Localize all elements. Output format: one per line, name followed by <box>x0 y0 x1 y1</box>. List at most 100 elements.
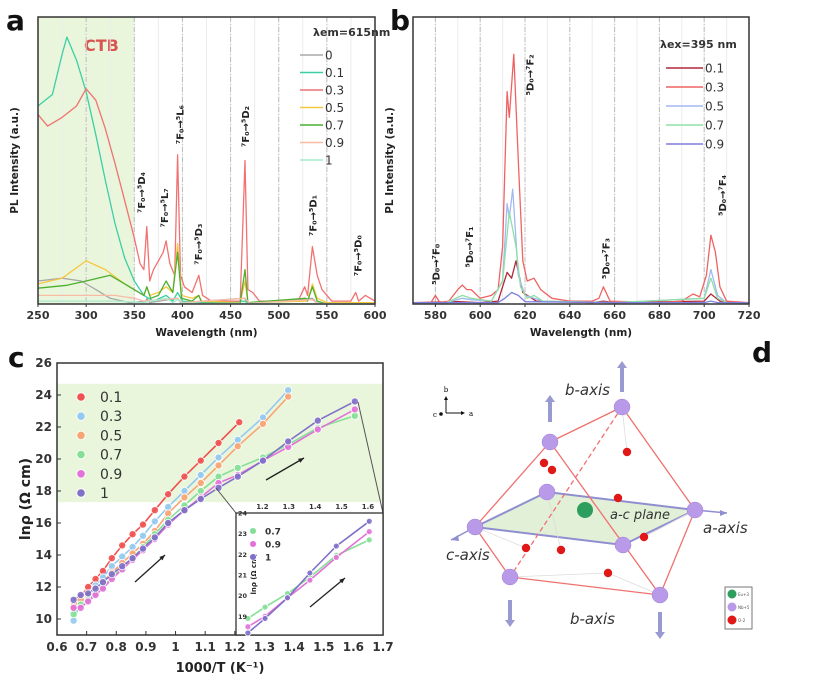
ctb-label: CTB <box>84 36 119 55</box>
x-tick-label: 0.7 <box>76 640 97 654</box>
x-axis-label: Wavelength (nm) <box>530 327 632 339</box>
inset-legend-marker-0.9 <box>249 540 257 548</box>
oxygen-atom <box>639 532 649 542</box>
series-line-0.3 <box>37 88 376 302</box>
legend-label: 0.9 <box>325 136 344 150</box>
transition-annotation: ⁷F₀→⁵L₆ <box>176 105 187 144</box>
chart-c: 0.6 0.7 0.8 0.9 1 1.1 1.2 1.3 1.4 1.5 1.6 1.7 10 12 14… <box>18 356 394 676</box>
y-tick-label: 10 <box>35 612 52 626</box>
inset-x-tick-label: 1.5 <box>335 503 348 511</box>
y-tick-label: 18 <box>35 484 52 498</box>
bond <box>643 509 696 538</box>
inset-y-tick-label: 20 <box>238 592 248 600</box>
x-tick-label: 350 <box>123 309 146 322</box>
series-line-0.9 <box>38 294 376 305</box>
x-tick-label: 550 <box>315 309 338 322</box>
y-axis-label: lnρ (Ω cm) <box>18 458 34 540</box>
y-axis-label: PL Intensity (a.u.) <box>9 107 21 214</box>
y-tick-label: 26 <box>35 356 52 370</box>
x-tick-label: 0.6 <box>46 640 67 654</box>
data-point-0.3 <box>214 453 223 462</box>
inset-point-1 <box>306 569 314 577</box>
data-point-0.1 <box>118 541 127 550</box>
transition-annotation: ⁷F₀→⁵D₁ <box>308 195 319 236</box>
element-legend-label: Nb+5 <box>738 605 750 610</box>
cell-edge <box>549 441 661 596</box>
cell-edge <box>659 509 696 596</box>
transition-annotation: ⁷F₀→⁵L₇ <box>160 188 171 227</box>
data-point-1 <box>138 544 147 553</box>
element-legend-marker <box>727 615 737 625</box>
inset-y-tick-label: 19 <box>238 613 248 621</box>
data-point-0.5 <box>284 392 293 401</box>
data-point-0.1 <box>214 438 223 447</box>
legend-label: 0 <box>325 49 333 63</box>
nb-atom <box>501 568 519 586</box>
x-tick-label: 600 <box>364 309 387 322</box>
cell-edge <box>621 406 696 511</box>
transition-annotation: ⁵D₀→⁷F₀ <box>431 244 442 285</box>
arrow-head <box>298 458 304 463</box>
data-point-1 <box>107 570 116 579</box>
x-axis-label: 1000/T (K⁻¹) <box>176 661 265 676</box>
inset-point-1 <box>332 542 340 550</box>
data-point-1 <box>150 533 159 542</box>
element-legend-marker <box>727 589 737 599</box>
x-tick-label: 680 <box>648 309 671 322</box>
orientation-label-c: c <box>433 411 437 419</box>
inset-point-0.7 <box>261 603 269 611</box>
legend-label: 0.9 <box>100 467 122 483</box>
legend-label: 0.3 <box>325 84 344 98</box>
nb-atom <box>614 536 632 554</box>
legend-label: 0.3 <box>100 409 122 425</box>
series-line-0.9 <box>413 291 749 304</box>
orientation-label-b: b <box>444 386 449 394</box>
legend-marker-0.9 <box>76 469 86 479</box>
data-point-1 <box>118 562 127 571</box>
legend-label: 0.5 <box>100 428 122 444</box>
data-point-0.3 <box>196 470 205 479</box>
nb-atom <box>541 433 559 451</box>
data-point-1 <box>214 483 223 492</box>
oxygen-atom <box>521 543 531 553</box>
arrow-head <box>655 632 665 639</box>
data-point-0.9 <box>76 603 85 612</box>
x-tick-label: 1.6 <box>343 640 364 654</box>
data-point-1 <box>76 591 85 600</box>
inset-y-tick-label: 23 <box>238 530 247 538</box>
y-tick-label: 14 <box>35 548 52 562</box>
arrow-head <box>444 396 448 400</box>
transition-annotation: ⁷F₀→⁵D₀ <box>354 235 365 276</box>
arrow-head <box>461 411 465 415</box>
y-tick-label: 12 <box>35 580 52 594</box>
data-point-0.5 <box>214 461 223 470</box>
data-point-1 <box>313 416 322 425</box>
x-tick-label: 400 <box>171 309 194 322</box>
series-line-0.5 <box>413 188 749 304</box>
c-axis-arrowhead <box>451 535 459 541</box>
trend-arrow <box>134 554 166 583</box>
inset-point-0.9 <box>244 623 252 631</box>
inset-point-0.7 <box>365 536 373 544</box>
trend-arrow <box>265 457 305 481</box>
x-tick-label: 1 <box>171 640 179 654</box>
inset-x-tick-label: 1.4 <box>309 503 322 511</box>
data-point-1 <box>258 456 267 465</box>
inset-legend-label: 0.7 <box>265 528 281 538</box>
data-point-1 <box>128 554 137 563</box>
inset-point-0.9 <box>365 528 373 536</box>
legend-label: 0.7 <box>100 448 122 464</box>
transition-annotation: ⁷F₀→⁵D₃ <box>194 224 205 265</box>
y-tick-label: 24 <box>35 388 52 402</box>
element-legend-marker <box>727 602 737 612</box>
legend-label: 0.5 <box>705 100 724 114</box>
inset-point-1 <box>365 517 373 525</box>
legend-label: 0.7 <box>705 119 724 133</box>
inset-point-1 <box>244 629 252 637</box>
data-point-0.5 <box>233 442 242 451</box>
data-point-0.1 <box>180 472 189 481</box>
legend-title: λem=615nm <box>313 26 390 39</box>
x-tick-label: 0.8 <box>106 640 127 654</box>
x-tick-label: 1.4 <box>283 640 304 654</box>
x-tick-label: 620 <box>514 309 537 322</box>
